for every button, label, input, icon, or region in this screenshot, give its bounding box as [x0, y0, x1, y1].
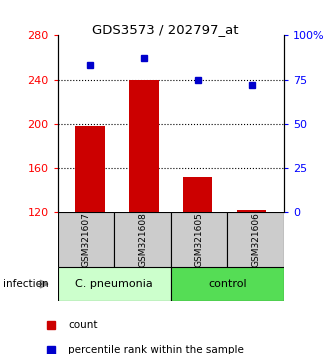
Bar	[114, 212, 171, 267]
Text: GSM321608: GSM321608	[138, 212, 147, 267]
Bar	[183, 177, 213, 212]
Bar	[227, 212, 284, 267]
Text: C. pneumonia: C. pneumonia	[75, 279, 153, 289]
Bar	[237, 210, 266, 212]
Bar	[171, 212, 227, 267]
Bar	[58, 212, 114, 267]
Bar	[171, 267, 284, 301]
Text: GSM321606: GSM321606	[251, 212, 260, 267]
Text: GSM321607: GSM321607	[82, 212, 90, 267]
Text: percentile rank within the sample: percentile rank within the sample	[68, 345, 244, 354]
Text: GSM321605: GSM321605	[194, 212, 204, 267]
Bar	[58, 267, 171, 301]
Text: GDS3573 / 202797_at: GDS3573 / 202797_at	[92, 23, 238, 36]
Text: infection: infection	[3, 279, 49, 289]
Text: control: control	[208, 279, 247, 289]
Bar	[75, 126, 105, 212]
Text: count: count	[68, 320, 97, 330]
Bar	[129, 80, 159, 212]
